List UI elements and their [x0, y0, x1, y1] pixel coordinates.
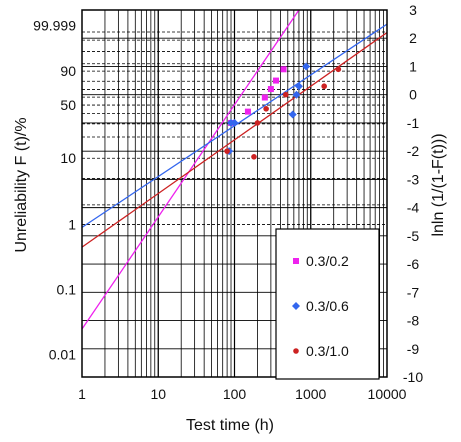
legend-label: 0.3/1.0	[306, 343, 349, 359]
data-point	[263, 106, 269, 112]
data-point	[224, 148, 230, 154]
legend-label: 0.3/0.2	[306, 253, 349, 269]
data-point	[321, 83, 327, 90]
right-tick-label: -9	[407, 341, 420, 357]
right-tick-label: 0	[409, 87, 417, 103]
left-tick-label: 10	[60, 150, 76, 166]
right-tick-label: -1	[407, 115, 420, 131]
data-point	[267, 86, 274, 93]
y-axis-right-title: lnln (1/(1-F(t)))	[430, 133, 447, 236]
data-point	[294, 82, 303, 91]
data-point	[261, 94, 268, 101]
left-tick-label: 0.01	[49, 347, 76, 363]
x-tick-label: 100	[223, 386, 247, 402]
legend-marker	[292, 302, 300, 310]
right-tick-label: -3	[407, 171, 420, 187]
legend-marker	[293, 348, 299, 354]
left-tick-label: 0.1	[57, 282, 77, 298]
right-tick-label: 1	[409, 58, 417, 74]
x-axis-title: Test time (h)	[186, 417, 274, 434]
x-tick-label: 1000	[295, 386, 326, 402]
plot-frame	[81, 9, 388, 378]
right-tick-label: 2	[409, 30, 417, 46]
left-tick-label: 1	[68, 217, 76, 233]
right-tick-label: -10	[403, 369, 423, 385]
data-point	[280, 66, 287, 73]
legend-box	[275, 228, 380, 380]
left-tick-label: 90	[60, 63, 76, 79]
y-axis-left-title: Unreliability F (t)/%	[13, 117, 30, 252]
data-point	[302, 62, 311, 71]
right-tick-label: -8	[407, 313, 420, 329]
right-tick-label: -5	[407, 228, 420, 244]
right-tick-label: -6	[407, 256, 420, 272]
legend-label: 0.3/0.6	[306, 298, 349, 314]
legend: 0.3/0.2 0.3/0.6 0.3/1.0	[275, 228, 380, 380]
data-point	[335, 66, 342, 73]
x-tick-label: 10000	[368, 386, 407, 402]
right-tick-label: -7	[407, 284, 420, 300]
data-point	[292, 90, 301, 99]
data-point	[244, 108, 251, 115]
data-point	[230, 118, 239, 127]
left-tick-label: 50	[60, 97, 76, 113]
right-tick-label: -4	[407, 200, 420, 216]
data-points	[224, 62, 342, 160]
left-tick-label: 99.999	[33, 18, 76, 34]
right-tick-label: -2	[407, 143, 420, 159]
x-tick-label: 10	[150, 386, 166, 402]
data-point	[282, 91, 289, 98]
x-tick-label: 1	[78, 386, 86, 402]
data-point	[272, 77, 279, 84]
data-point	[251, 154, 257, 160]
data-point	[254, 120, 261, 126]
data-point	[288, 110, 297, 119]
fit-line	[81, 9, 300, 330]
right-tick-label: 3	[409, 2, 417, 18]
legend-marker	[293, 258, 299, 264]
tick-labels: 1 10 100 1000 100003210-1-2-3-4-5-6-7-8-9-10…	[33, 2, 423, 402]
